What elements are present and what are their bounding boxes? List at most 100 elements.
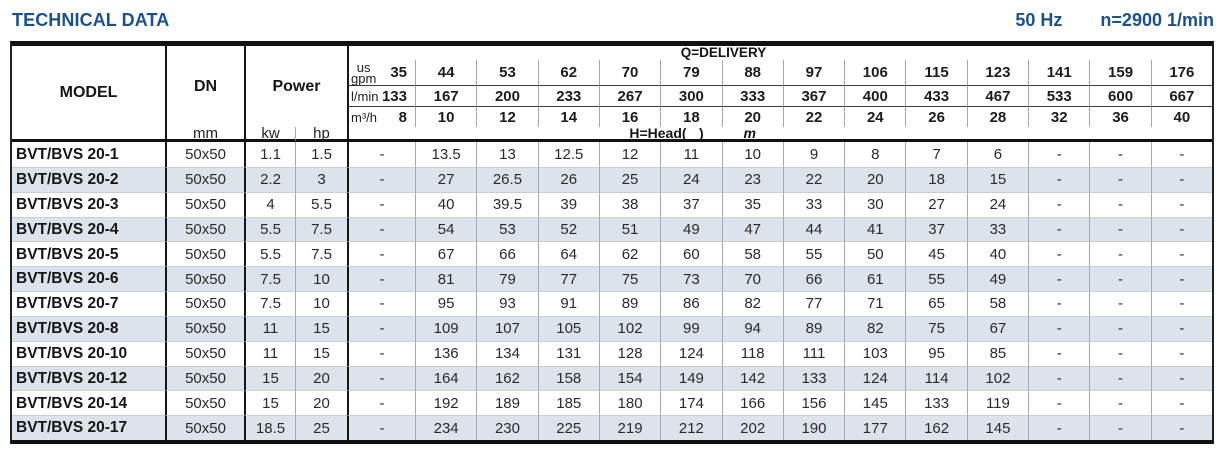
head-label-prefix: H=Head( xyxy=(629,125,687,141)
head-value-cell: 53 xyxy=(476,216,538,242)
model-cell: BVT/BVS 20-12 xyxy=(12,365,165,391)
q-column-header-value: 333 xyxy=(721,86,783,107)
head-value-cell: - xyxy=(1089,166,1151,192)
head-value-cell: 9 xyxy=(782,142,844,167)
head-value-cell: - xyxy=(1028,241,1090,267)
l-min-label-line: l/min xyxy=(351,88,379,104)
head-value-cell: 162 xyxy=(476,365,538,391)
head-value-cell: 91 xyxy=(537,291,599,316)
dn-unit-label: mm xyxy=(165,126,244,142)
head-value-cell: 133 xyxy=(782,365,845,391)
head-value-cell: 55 xyxy=(782,241,845,267)
head-value-cell: 154 xyxy=(598,365,661,391)
head-value-cell: 174 xyxy=(660,390,722,416)
power-hp-cell: 20 xyxy=(295,390,347,416)
head-value-cell: 82 xyxy=(721,291,783,316)
head-value-cell: - xyxy=(1028,390,1090,416)
head-value-cell: 156 xyxy=(782,390,845,416)
head-value-cell: 89 xyxy=(782,315,845,341)
technical-data-table: MODEL DN mm Power kw hp Q=DELIVERY H=Hea… xyxy=(10,41,1214,445)
head-value-cell: 89 xyxy=(598,291,661,316)
q-column-header-value: 26 xyxy=(905,107,966,127)
q-column-header-value: 14 xyxy=(537,107,599,127)
power-hp-cell: 15 xyxy=(295,315,347,341)
head-value-cell: - xyxy=(1150,216,1212,242)
head-value-cell: 119 xyxy=(966,390,1029,416)
model-cell: BVT/BVS 20-14 xyxy=(12,390,165,415)
power-hp-cell: 3 xyxy=(295,166,347,192)
head-value-cell: 162 xyxy=(905,415,967,441)
head-value-cell: 79 xyxy=(476,266,538,292)
column-header-power: Power xyxy=(244,46,347,127)
head-value-cell: 52 xyxy=(537,216,599,242)
q-column-header-value: 533 xyxy=(1028,86,1090,107)
head-value-cell: 85 xyxy=(966,340,1029,366)
q-column-header-value: 12 xyxy=(476,107,537,127)
head-value-cell: 64 xyxy=(537,241,599,267)
head-value-cell: 131 xyxy=(537,340,599,366)
model-cell: BVT/BVS 20-1 xyxy=(16,145,119,163)
l-min-label: l/min xyxy=(351,88,379,104)
head-value-cell: 103 xyxy=(844,340,906,366)
dn-cell: 50x50 xyxy=(165,266,244,292)
q-column-header-value: 18 xyxy=(660,107,721,127)
head-value-cell: 118 xyxy=(721,340,783,366)
head-value-cell: 49 xyxy=(966,266,1029,292)
q-column-header-value: 115 xyxy=(905,60,967,86)
head-value-cell: 105 xyxy=(537,315,599,341)
model-cell: BVT/BVS 20-10 xyxy=(12,340,165,366)
head-value-cell: 177 xyxy=(844,415,906,441)
q-column-header-value: 167 xyxy=(415,86,477,107)
q-column-header-value: 141 xyxy=(1028,60,1090,86)
speed-label: n=2900 1/min xyxy=(1100,10,1214,30)
q-column-header-value: 36 xyxy=(1089,107,1150,127)
head-value-cell: - xyxy=(1028,340,1090,366)
head-value-cell: 166 xyxy=(721,390,783,416)
head-value-cell: - xyxy=(1150,241,1212,267)
head-value-cell: 25 xyxy=(598,166,661,192)
power-kw-cell: 15 xyxy=(244,390,295,416)
head-value-cell: 114 xyxy=(905,365,967,391)
head-value-cell: 41 xyxy=(844,216,906,242)
us-gpm-label-line: gpm xyxy=(351,70,377,86)
head-value-cell: - xyxy=(347,191,415,217)
power-kw-cell: 11 xyxy=(244,340,295,366)
head-value-cell: 149 xyxy=(660,365,722,391)
head-value-cell: 45 xyxy=(905,241,967,267)
head-value-cell: - xyxy=(347,315,415,341)
power-unit-hp-label: hp xyxy=(295,126,347,142)
head-value-cell: 24 xyxy=(660,166,722,192)
head-value-cell: - xyxy=(347,266,415,292)
head-value-cell: 66 xyxy=(782,266,845,292)
head-value-cell: 8 xyxy=(844,142,905,167)
q-column-header-value: 300 xyxy=(660,86,722,107)
head-value-cell: 107 xyxy=(476,315,538,341)
head-value-cell: 67 xyxy=(966,315,1029,341)
power-hp-cell: 7.5 xyxy=(295,216,347,242)
head-value-cell: 164 xyxy=(415,365,477,391)
head-value-cell: 37 xyxy=(905,216,967,242)
model-cell: BVT/BVS 20-7 xyxy=(12,291,165,316)
head-value-cell: 60 xyxy=(660,241,722,267)
q-column-header-value: 433 xyxy=(905,86,967,107)
power-kw-cell: 4 xyxy=(244,191,295,217)
head-value-cell: - xyxy=(347,390,415,416)
head-value-cell: 23 xyxy=(721,166,783,192)
head-value-cell: 73 xyxy=(660,266,722,292)
m3-h-first-value: 8 xyxy=(398,108,407,126)
q-column-header-value: 22 xyxy=(782,107,844,127)
head-value-cell: - xyxy=(1089,415,1151,441)
head-value-cell: - xyxy=(1150,365,1212,391)
head-value-cell: 212 xyxy=(660,415,722,441)
head-value-cell: 95 xyxy=(415,291,477,316)
head-value-cell: 202 xyxy=(721,415,783,441)
head-value-cell: 192 xyxy=(415,390,477,416)
power-hp-cell: 25 xyxy=(295,415,347,441)
head-value-cell: - xyxy=(1028,142,1089,167)
power-kw-cell: 11 xyxy=(244,315,295,341)
head-value-cell: - xyxy=(1089,191,1151,217)
q-column-header-value: 70 xyxy=(598,60,661,86)
us-gpm-first-value: 35 xyxy=(390,64,407,81)
head-value-cell: 61 xyxy=(844,266,906,292)
head-value-cell: - xyxy=(1028,266,1090,292)
